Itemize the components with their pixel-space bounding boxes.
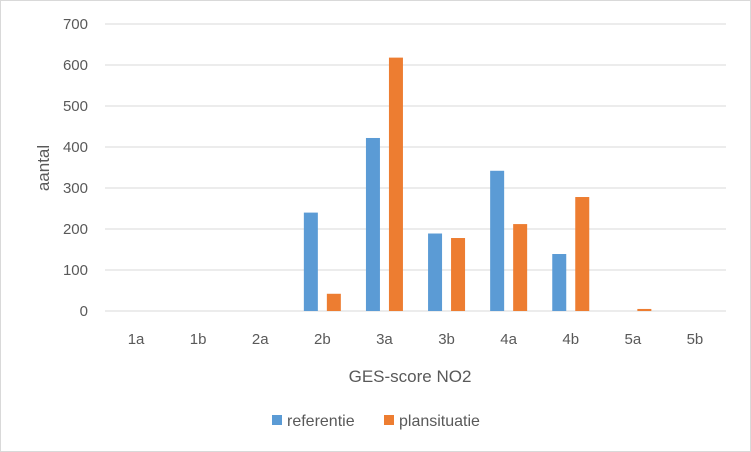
- x-tick-label: 2b: [314, 331, 331, 348]
- x-tick-labels: 1a 1b 2a 2b 3a 3b 4a 4b 5a 5b: [128, 331, 704, 348]
- x-tick-label: 4a: [500, 331, 517, 348]
- y-tick-label: 400: [63, 139, 88, 156]
- y-tick-label: 0: [80, 303, 88, 320]
- y-axis-title: aantal: [34, 145, 53, 191]
- legend-item-plansituatie: plansituatie: [384, 413, 480, 430]
- y-tick-label: 200: [63, 221, 88, 238]
- bar-referentie-2b: [303, 212, 318, 311]
- legend: referentie plansituatie: [272, 413, 480, 430]
- bar-plansituatie-2b: [326, 293, 341, 311]
- bar-plansituatie-5a: [637, 308, 652, 311]
- x-tick-label: 3b: [438, 331, 455, 348]
- bar-referentie-3b: [428, 233, 443, 311]
- y-tick-labels: 0 100 200 300 400 500 600 700: [63, 16, 88, 320]
- bar-plansituatie-3b: [451, 238, 466, 311]
- bar-plansituatie-4a: [513, 224, 528, 311]
- x-tick-label: 1a: [128, 331, 145, 348]
- y-tick-label: 500: [63, 98, 88, 115]
- x-axis-title: GES-score NO2: [349, 367, 472, 386]
- legend-swatch: [272, 415, 282, 425]
- legend-label: referentie: [287, 413, 355, 430]
- gridlines: [105, 23, 726, 312]
- x-tick-label: 1b: [190, 331, 207, 348]
- y-tick-label: 300: [63, 180, 88, 197]
- bar-referentie-4a: [490, 170, 505, 311]
- y-tick-label: 100: [63, 262, 88, 279]
- legend-item-referentie: referentie: [272, 413, 355, 430]
- bar-referentie-4b: [552, 254, 567, 311]
- x-tick-label: 5b: [687, 331, 704, 348]
- x-tick-label: 3a: [376, 331, 393, 348]
- x-tick-label: 5a: [625, 331, 642, 348]
- y-tick-label: 700: [63, 16, 88, 33]
- x-tick-label: 2a: [252, 331, 269, 348]
- bar-referentie-3a: [365, 137, 380, 311]
- legend-label: plansituatie: [399, 413, 480, 430]
- bar-plansituatie-3a: [388, 57, 403, 312]
- bars: [303, 57, 652, 312]
- y-tick-label: 600: [63, 57, 88, 74]
- bar-plansituatie-4b: [575, 197, 590, 311]
- legend-swatch: [384, 415, 394, 425]
- x-tick-label: 4b: [562, 331, 579, 348]
